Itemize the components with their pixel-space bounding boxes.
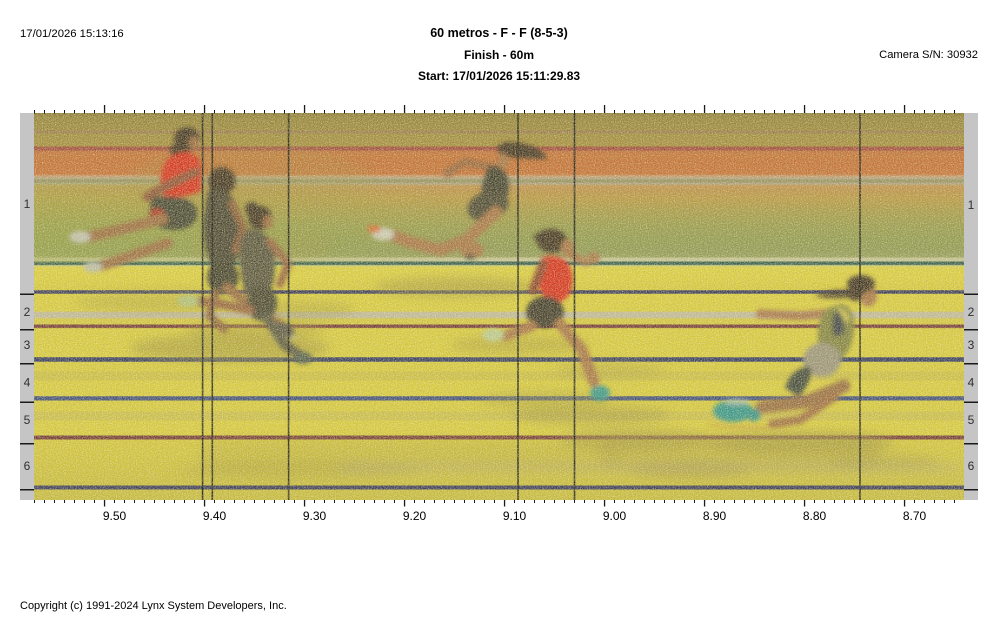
svg-text:Copyright (c) 1991-2024 Lynx S: Copyright (c) 1991-2024 Lynx System Deve… [20, 600, 287, 612]
svg-text:9.30: 9.30 [303, 509, 327, 523]
svg-text:6: 6 [968, 459, 975, 473]
svg-text:1: 1 [24, 197, 31, 211]
svg-text:3: 3 [24, 338, 31, 352]
svg-text:6: 6 [24, 459, 31, 473]
svg-text:Start: 17/01/2026 15:11:29.83: Start: 17/01/2026 15:11:29.83 [418, 69, 580, 83]
svg-text:2: 2 [24, 305, 31, 319]
svg-text:3: 3 [968, 338, 975, 352]
svg-text:9.40: 9.40 [203, 509, 227, 523]
svg-text:8.70: 8.70 [903, 509, 927, 523]
svg-text:2: 2 [968, 305, 975, 319]
svg-text:8.80: 8.80 [803, 509, 827, 523]
svg-text:8.90: 8.90 [703, 509, 727, 523]
svg-text:4: 4 [968, 376, 975, 390]
svg-text:17/01/2026 15:13:16: 17/01/2026 15:13:16 [20, 28, 124, 40]
svg-text:4: 4 [24, 376, 31, 390]
svg-text:9.10: 9.10 [503, 509, 527, 523]
svg-text:5: 5 [968, 413, 975, 427]
svg-text:9.20: 9.20 [403, 509, 427, 523]
svg-text:9.00: 9.00 [603, 509, 627, 523]
svg-text:5: 5 [24, 413, 31, 427]
svg-text:Camera S/N: 30932: Camera S/N: 30932 [879, 49, 978, 61]
svg-text:9.50: 9.50 [103, 509, 127, 523]
svg-text:Finish - 60m: Finish - 60m [464, 48, 534, 62]
svg-text:1: 1 [968, 198, 975, 212]
svg-text:60 metros - F - F (8-5-3): 60 metros - F - F (8-5-3) [430, 26, 568, 40]
